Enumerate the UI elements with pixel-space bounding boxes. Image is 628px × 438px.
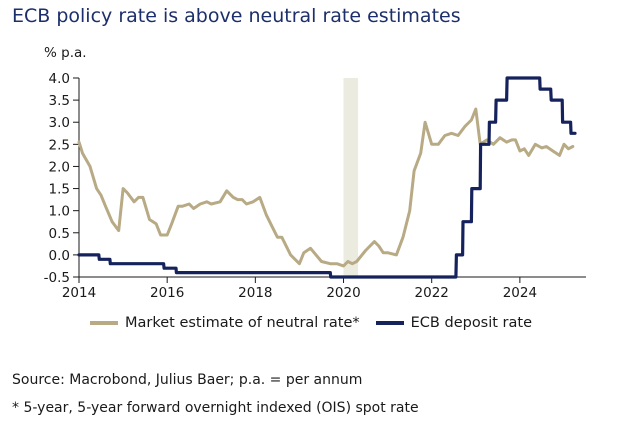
x-tick-label: 2022	[415, 285, 449, 301]
series-line-neutral-rate	[77, 107, 575, 268]
x-tick-label: 2020	[326, 285, 360, 301]
footnote-ois: * 5-year, 5-year forward overnight index…	[12, 400, 419, 416]
legend-label-neutral-rate: Market estimate of neutral rate*	[125, 315, 360, 331]
y-tick-label: 3.5	[49, 93, 70, 109]
chart-title: ECB policy rate is above neutral rate es…	[12, 5, 461, 27]
y-tick-label: 1.5	[49, 182, 70, 198]
y-tick-label: 2.5	[49, 137, 70, 153]
legend-item-neutral-rate: Market estimate of neutral rate*	[90, 315, 360, 331]
x-tick-label: 2018	[238, 285, 272, 301]
y-tick-label: 0.5	[49, 226, 70, 242]
legend-swatch-deposit-rate	[375, 321, 404, 325]
highlight-band	[343, 78, 359, 277]
y-tick-label: -0.5	[44, 270, 70, 286]
y-tick-label: 0.0	[49, 248, 70, 264]
y-tick-label: 2.0	[49, 159, 70, 175]
x-tick-label: 2014	[62, 285, 96, 301]
y-tick-label: 1.0	[49, 204, 70, 220]
x-tick-label: 2024	[503, 285, 537, 301]
y-tick-label: 3.0	[49, 115, 70, 131]
series-line-deposit-rate	[77, 76, 577, 279]
legend-label-deposit-rate: ECB deposit rate	[410, 315, 533, 331]
y-tick-label: 4.0	[49, 71, 70, 87]
legend-swatch-neutral-rate	[90, 321, 118, 325]
legend: Market estimate of neutral rate* ECB dep…	[90, 315, 548, 331]
x-tick-label: 2016	[150, 285, 184, 301]
axis-layer: % p.a.4.03.53.02.52.01.51.00.50.0-0.5201…	[44, 45, 586, 301]
series-layer	[77, 76, 577, 279]
highlight-band-layer	[343, 78, 359, 277]
source-note: Source: Macrobond, Julius Baer; p.a. = p…	[12, 372, 363, 388]
legend-item-deposit-rate: ECB deposit rate	[375, 315, 533, 331]
y-axis-label: % p.a.	[44, 45, 87, 61]
